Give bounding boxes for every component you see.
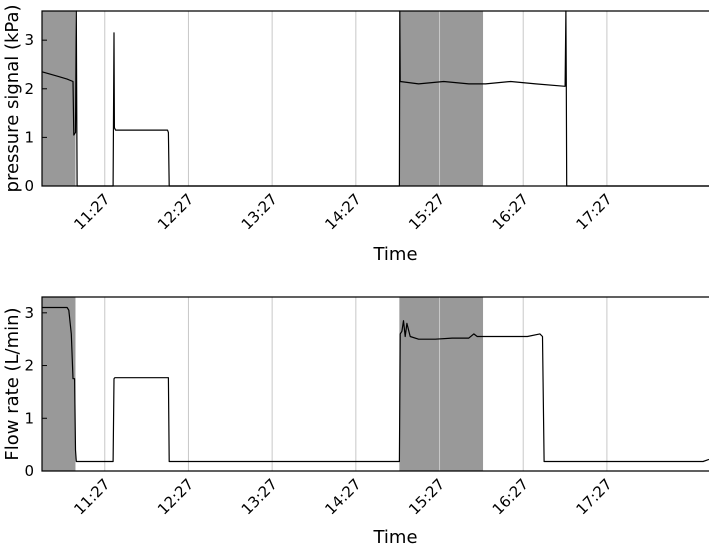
y-axis-label: pressure signal (kPa) <box>2 5 23 193</box>
axes-frame <box>41 10 709 187</box>
x-tick-label: 15:27 <box>405 475 448 518</box>
x-tick-label: 15:27 <box>405 190 448 233</box>
x-tick-label: 12:27 <box>154 190 197 233</box>
shaded-region-1 <box>399 297 484 471</box>
y-tick-label: 3 <box>24 304 34 322</box>
pressure-chart: 11:27 12:27 13:27 14:27 15:27 16:27 17:27 0 1 2 3 T… <box>2 5 709 265</box>
shaded-region-0 <box>42 11 76 186</box>
y-tick-label: 0 <box>24 177 34 195</box>
axes-frame <box>41 296 709 472</box>
series-line-0 <box>41 10 709 187</box>
x-tick-label: 16:27 <box>489 475 532 518</box>
x-tick-label: 11:27 <box>70 190 113 233</box>
y-axis-label: Flow rate (L/min) <box>2 307 23 460</box>
x-tick-label: 14:27 <box>321 190 364 233</box>
y-tick-label: 2 <box>24 357 34 375</box>
x-tick-label: 13:27 <box>238 190 281 233</box>
x-tick-label: 17:27 <box>572 475 615 518</box>
y-tick-label: 0 <box>24 462 34 480</box>
series-line-0 <box>42 306 709 463</box>
flow-chart: 11:27 12:27 13:27 14:27 15:27 16:27 17:27 0 1 2 3 T… <box>2 296 709 548</box>
y-tick-label: 1 <box>24 128 34 146</box>
x-tick-label: 17:27 <box>572 190 615 233</box>
y-tick-label: 1 <box>24 409 34 427</box>
x-tick-label: 13:27 <box>238 475 281 518</box>
shaded-region-1 <box>399 11 484 186</box>
x-axis-label: Time <box>372 527 417 548</box>
x-tick-label: 16:27 <box>489 190 532 233</box>
x-axis-label: Time <box>372 244 417 265</box>
x-tick-label: 11:27 <box>70 475 113 518</box>
x-tick-label: 14:27 <box>321 475 364 518</box>
y-tick-label: 2 <box>24 80 34 98</box>
y-tick-label: 3 <box>24 31 34 49</box>
x-tick-label: 12:27 <box>154 475 197 518</box>
